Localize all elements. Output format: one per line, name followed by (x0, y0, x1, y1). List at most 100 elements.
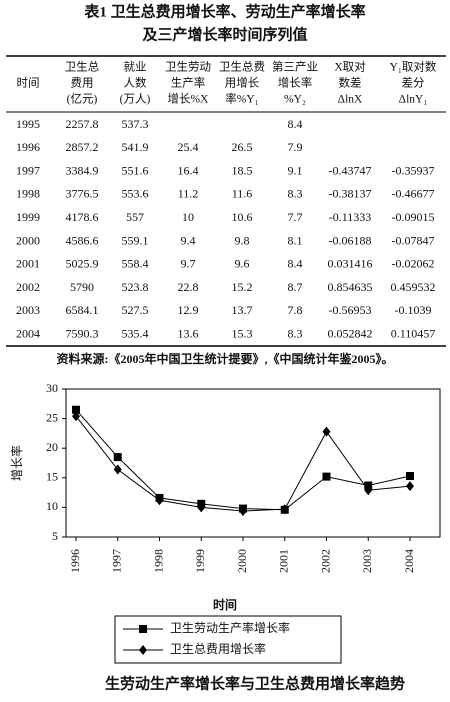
table-cell: 18.5 (232, 163, 253, 177)
data-point (280, 504, 289, 515)
table-cell: 7.7 (288, 210, 303, 224)
table-cell: 1998 (16, 187, 40, 201)
column-header: 卫生劳动 (165, 60, 211, 74)
column-header: 人数 (124, 76, 147, 90)
table-cell: 2257.8 (66, 117, 99, 131)
table-cell: 3384.9 (66, 163, 99, 177)
figure-caption: 生劳动生产率增长率与卫生总费用增长率趋势 (105, 674, 405, 692)
table-cell: 12.9 (178, 303, 199, 317)
table-cell: 541.9 (122, 140, 149, 154)
table-cell: 0.110457 (391, 326, 436, 340)
table-cell: 557 (126, 210, 144, 224)
column-header: 用增长 (225, 76, 260, 90)
data-point (406, 472, 414, 481)
table-cell: 5025.9 (66, 257, 99, 271)
x-tick-label: 2002 (318, 549, 332, 573)
table-cell: 2000 (16, 233, 40, 247)
table-cell: 8.7 (288, 280, 303, 294)
column-header: 生产率 (171, 76, 206, 90)
table-cell: 523.8 (122, 280, 149, 294)
column-header: (万人) (120, 93, 151, 106)
table-cell: 8.4 (288, 257, 303, 271)
table-cell: 6584.1 (66, 303, 99, 317)
series-line (75, 409, 411, 511)
column-header: 就业 (124, 60, 147, 74)
table-cell: 3776.5 (66, 187, 99, 201)
y-tick-label: 5 (52, 529, 58, 543)
data-point (113, 453, 122, 462)
table-cell: 7.8 (288, 303, 303, 317)
table-cell: 10 (182, 210, 194, 224)
table-cell: 551.6 (122, 163, 149, 177)
table-cell: -0.46677 (392, 187, 435, 201)
data-point (322, 426, 331, 437)
table-cell: 4586.6 (66, 233, 99, 247)
table-cell: 8.3 (288, 326, 303, 340)
table-cell: 16.4 (178, 163, 199, 177)
table-cell: -0.09015 (392, 210, 435, 224)
table-cell: -0.35937 (392, 163, 435, 177)
data-point (197, 502, 206, 513)
table-cell: 9.6 (235, 257, 250, 271)
legend-label: 卫生总费用增长率 (170, 641, 266, 656)
x-tick-label: 1996 (68, 549, 82, 573)
column-header: 第三产业 (272, 60, 318, 74)
column-header: %Y₂ (284, 94, 306, 106)
x-tick-label: 1997 (110, 549, 124, 573)
table-cell: -0.56953 (329, 303, 372, 317)
table-cell: 15.2 (232, 280, 253, 294)
table-cell: 535.4 (122, 326, 149, 340)
table-cell: 9.4 (181, 233, 196, 247)
data-point (322, 472, 331, 481)
table-cell: 11.2 (178, 187, 199, 201)
series-line (75, 415, 411, 512)
column-header: 增长率 (278, 76, 313, 90)
table-cell: -0.43747 (329, 163, 372, 177)
table-cell: 7.9 (288, 140, 303, 154)
table-cell: 26.5 (232, 140, 253, 154)
table-cell: 558.4 (122, 257, 149, 271)
y-tick-label: 10 (46, 499, 58, 513)
table-cell: -0.11333 (329, 210, 372, 224)
table-cell: -0.38137 (329, 187, 372, 201)
x-tick-label: 1998 (151, 549, 165, 573)
table-cell: 5790 (70, 280, 94, 294)
source-note: 资料来源:《2005年中国卫生统计提要》,《中国统计年鉴2005》。 (57, 351, 394, 366)
table-cell: -0.1039 (395, 303, 432, 317)
column-header: ΔlnY₁ (399, 94, 428, 106)
table-cell: 9.8 (235, 233, 250, 247)
data-point (406, 481, 414, 492)
table-cell: 0.854635 (328, 280, 373, 294)
column-header: Y₁取对数 (390, 60, 437, 74)
table-cell: 1995 (16, 117, 40, 131)
table-title: 表1 卫生总费用增长率、劳动生产率增长率 (84, 2, 365, 20)
column-header: 卫生总 (65, 60, 100, 74)
y-tick-label: 15 (46, 470, 58, 484)
table-cell: 7590.3 (66, 326, 99, 340)
y-axis-label: 增长率 (9, 445, 24, 481)
table-cell: 2003 (16, 303, 40, 317)
table-cell: 13.6 (178, 326, 199, 340)
table-cell: 15.3 (232, 326, 253, 340)
table-cell: 527.5 (122, 303, 149, 317)
column-header: ΔlnX (338, 94, 363, 106)
table-cell: 0.031416 (328, 257, 373, 271)
data-point (113, 464, 122, 475)
table-cell: 2004 (16, 326, 40, 340)
data-point (239, 505, 247, 516)
x-tick-label: 2000 (235, 549, 249, 573)
table-cell: 1996 (16, 140, 40, 154)
x-tick-label: 1999 (193, 549, 207, 573)
y-tick-label: 25 (46, 410, 58, 424)
x-tick-label: 2004 (402, 549, 416, 573)
table-cell: 8.1 (288, 233, 303, 247)
column-header: 增长%X (168, 92, 210, 106)
table-cell: 10.6 (232, 210, 253, 224)
table-cell: 2857.2 (66, 140, 99, 154)
data-point (72, 411, 80, 422)
legend-marker (139, 645, 147, 655)
table-cell: 1997 (16, 163, 40, 177)
legend-label: 卫生劳动生产率增长率 (170, 620, 290, 635)
table-cell: 9.7 (181, 257, 196, 271)
